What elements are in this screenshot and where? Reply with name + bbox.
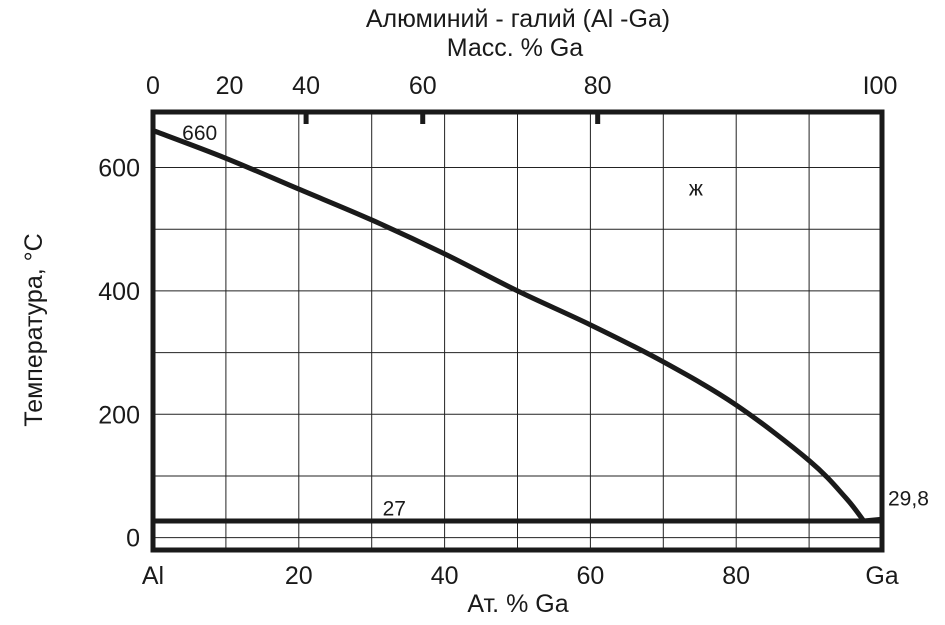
- y-tick-label: 200: [98, 401, 140, 429]
- top-axis-tick-label: 40: [292, 72, 320, 100]
- top-axis-tick-label: 60: [409, 72, 437, 100]
- annotation: 29,8: [888, 488, 929, 511]
- top-axis-tick: [303, 112, 309, 124]
- chart-title: Алюминий - галий (Al -Ga): [366, 5, 670, 33]
- series: [152, 128, 883, 524]
- x-tick-label: Ga: [865, 562, 898, 590]
- plot-frame: [150, 109, 885, 553]
- annotation: 27: [383, 497, 406, 520]
- y-tick-label: 0: [126, 525, 140, 553]
- x-tick-label: Al: [142, 562, 164, 590]
- grid: [152, 112, 883, 550]
- x-tick-label: 40: [431, 562, 459, 590]
- top-axis-tick: [595, 112, 601, 124]
- top-axis-label: Масс. % Ga: [447, 34, 584, 62]
- top-axis-marks: [303, 112, 601, 124]
- annotation: 660: [182, 122, 217, 145]
- labels: Al 20 40 60 80 Ga 0 200 400 600 0 20 40 60 80 I00 660 27 ж…: [98, 72, 929, 590]
- x-tick-label: 60: [576, 562, 604, 590]
- top-axis-tick-label: 0: [146, 72, 160, 100]
- x-axis-label: Ат. % Ga: [467, 590, 568, 618]
- top-axis-tick: [420, 112, 426, 124]
- top-axis-tick-label: 20: [216, 72, 244, 100]
- y-tick-label: 400: [98, 278, 140, 306]
- top-axis-tick-label: 80: [584, 72, 612, 100]
- x-tick-label: 80: [722, 562, 750, 590]
- liquidus-line: [152, 128, 866, 523]
- y-tick-label: 600: [98, 155, 140, 183]
- x-tick-label: 20: [285, 562, 313, 590]
- annotation: ж: [689, 177, 703, 200]
- top-axis-tick-label: I00: [863, 72, 898, 100]
- y-axis-label: Температура, °C: [20, 233, 48, 426]
